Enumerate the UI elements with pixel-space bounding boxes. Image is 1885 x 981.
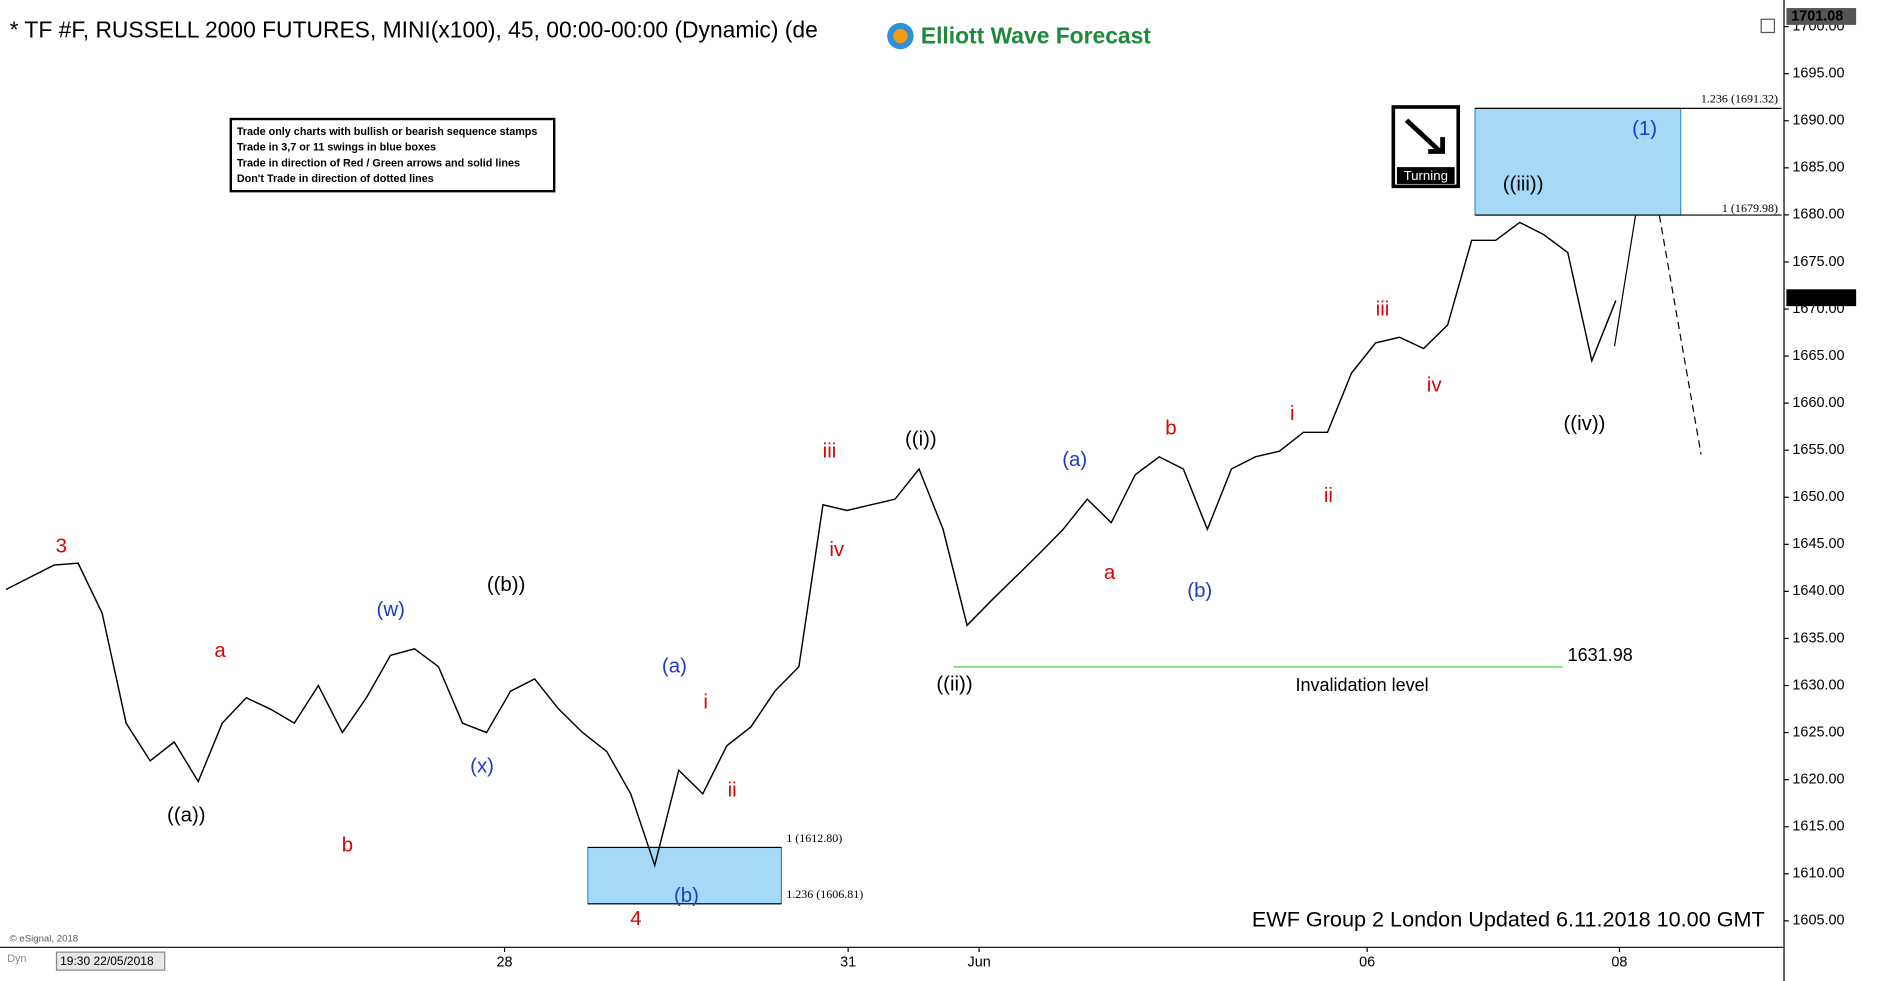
note: Trade in direction of Red / Green arrows… bbox=[237, 157, 520, 169]
wave-label: ii bbox=[728, 779, 737, 801]
turning-stamp: Turning bbox=[1391, 105, 1461, 189]
wave-label: 4 bbox=[630, 908, 641, 930]
wave-label: iv bbox=[829, 539, 845, 561]
chart-title: * TF #F, RUSSELL 2000 FUTURES, MINI(x100… bbox=[10, 16, 818, 42]
fib-label: 1.236 (1691.32) bbox=[1701, 92, 1778, 106]
y-tick-label: 1655.00 bbox=[1792, 442, 1844, 458]
wave-label: ((b)) bbox=[487, 574, 526, 596]
wave-label: ((ii)) bbox=[936, 674, 972, 696]
stamp-arrow bbox=[1404, 118, 1446, 154]
wave-label: (w) bbox=[377, 599, 405, 621]
logo: Elliott Wave Forecast bbox=[887, 22, 1151, 50]
note: Trade only charts with bullish or bearis… bbox=[237, 126, 538, 138]
wave-label: ((iv)) bbox=[1563, 413, 1605, 435]
price-tag-label: 1671.20 bbox=[1791, 290, 1843, 306]
y-tick-label: 1660.00 bbox=[1792, 395, 1844, 411]
y-tick-label: 1605.00 bbox=[1792, 913, 1844, 929]
y-tick-label: 1610.00 bbox=[1792, 866, 1844, 882]
wave-label: iii bbox=[823, 440, 837, 462]
y-tick-label: 1665.00 bbox=[1792, 348, 1844, 364]
wave-label: (b) bbox=[1187, 580, 1212, 602]
notes-box bbox=[229, 117, 556, 193]
window-button[interactable] bbox=[1760, 18, 1776, 34]
cursor-time-box bbox=[55, 951, 166, 971]
y-tick-label: 1650.00 bbox=[1792, 489, 1844, 505]
logo-text: Elliott Wave Forecast bbox=[921, 22, 1151, 48]
stamp-text: Turning bbox=[1404, 168, 1448, 183]
wave-label: i bbox=[1290, 403, 1295, 425]
wave-label: iii bbox=[1376, 299, 1390, 321]
target-box bbox=[1474, 107, 1682, 216]
target-box bbox=[587, 846, 783, 905]
footer: EWF Group 2 London Updated 6.11.2018 10.… bbox=[1252, 907, 1765, 932]
y-tick-label: 1635.00 bbox=[1792, 630, 1844, 646]
y-tick-label: 1645.00 bbox=[1792, 536, 1844, 552]
fib-label: 1 (1679.98) bbox=[1722, 201, 1778, 215]
wave-label: (a) bbox=[662, 656, 687, 678]
invalidation-value: 1631.98 bbox=[1568, 645, 1633, 665]
y-tick-label: 1620.00 bbox=[1792, 771, 1844, 787]
price-tag-label: 1701.08 bbox=[1791, 8, 1843, 24]
y-tick-label: 1615.00 bbox=[1792, 819, 1844, 835]
y-tick-label: 1695.00 bbox=[1792, 66, 1844, 82]
y-tick-label: 1690.00 bbox=[1792, 113, 1844, 129]
wave-label: (b) bbox=[674, 885, 699, 907]
invalidation-label: Invalidation level bbox=[1295, 675, 1428, 695]
wave-label: ii bbox=[1324, 485, 1333, 507]
wave-label: i bbox=[703, 692, 708, 714]
logo-icon-inner bbox=[893, 28, 908, 44]
y-tick-label: 1640.00 bbox=[1792, 583, 1844, 599]
price-tag bbox=[1786, 8, 1857, 25]
y-tick-label: 1630.00 bbox=[1792, 677, 1844, 693]
wave-label: (x) bbox=[470, 755, 494, 777]
fib-label: 1.236 (1606.81) bbox=[786, 887, 863, 901]
y-tick-label: 1675.00 bbox=[1792, 254, 1844, 270]
x-tick-label: 28 bbox=[497, 955, 513, 971]
wave-label: iv bbox=[1427, 374, 1443, 396]
x-tick-label: 06 bbox=[1359, 955, 1375, 971]
cursor-time: 19:30 22/05/2018 bbox=[60, 954, 154, 968]
x-tick-label: 31 bbox=[840, 955, 856, 971]
y-tick-label: 1680.00 bbox=[1792, 207, 1844, 223]
x-tick-label: 08 bbox=[1611, 955, 1627, 971]
x-tick-label: Jun bbox=[967, 955, 990, 971]
y-tick-label: 1625.00 bbox=[1792, 724, 1844, 740]
note: Don't Trade in direction of dotted lines bbox=[237, 173, 434, 185]
wave-label: a bbox=[214, 640, 226, 662]
wave-label: (a) bbox=[1062, 449, 1087, 471]
wave-label: 3 bbox=[56, 535, 67, 557]
dyn-label: Dyn bbox=[7, 953, 26, 965]
copyright: © eSignal, 2018 bbox=[10, 933, 79, 944]
wave-label: a bbox=[1104, 562, 1116, 584]
note: Trade in 3,7 or 11 swings in blue boxes bbox=[237, 142, 436, 154]
wave-label: ((iii)) bbox=[1503, 174, 1544, 196]
wave-label: b bbox=[1165, 418, 1176, 440]
wave-label: b bbox=[342, 835, 353, 857]
price-line bbox=[5, 221, 1617, 868]
wave-label: (1) bbox=[1632, 118, 1657, 140]
price-tag bbox=[1786, 289, 1857, 307]
y-tick-label: 1685.00 bbox=[1792, 160, 1844, 176]
wave-label: ((a)) bbox=[167, 805, 206, 827]
wave-label: ((i)) bbox=[905, 428, 937, 450]
fib-label: 1 (1612.80) bbox=[786, 831, 842, 845]
stamp-band bbox=[1396, 167, 1455, 184]
